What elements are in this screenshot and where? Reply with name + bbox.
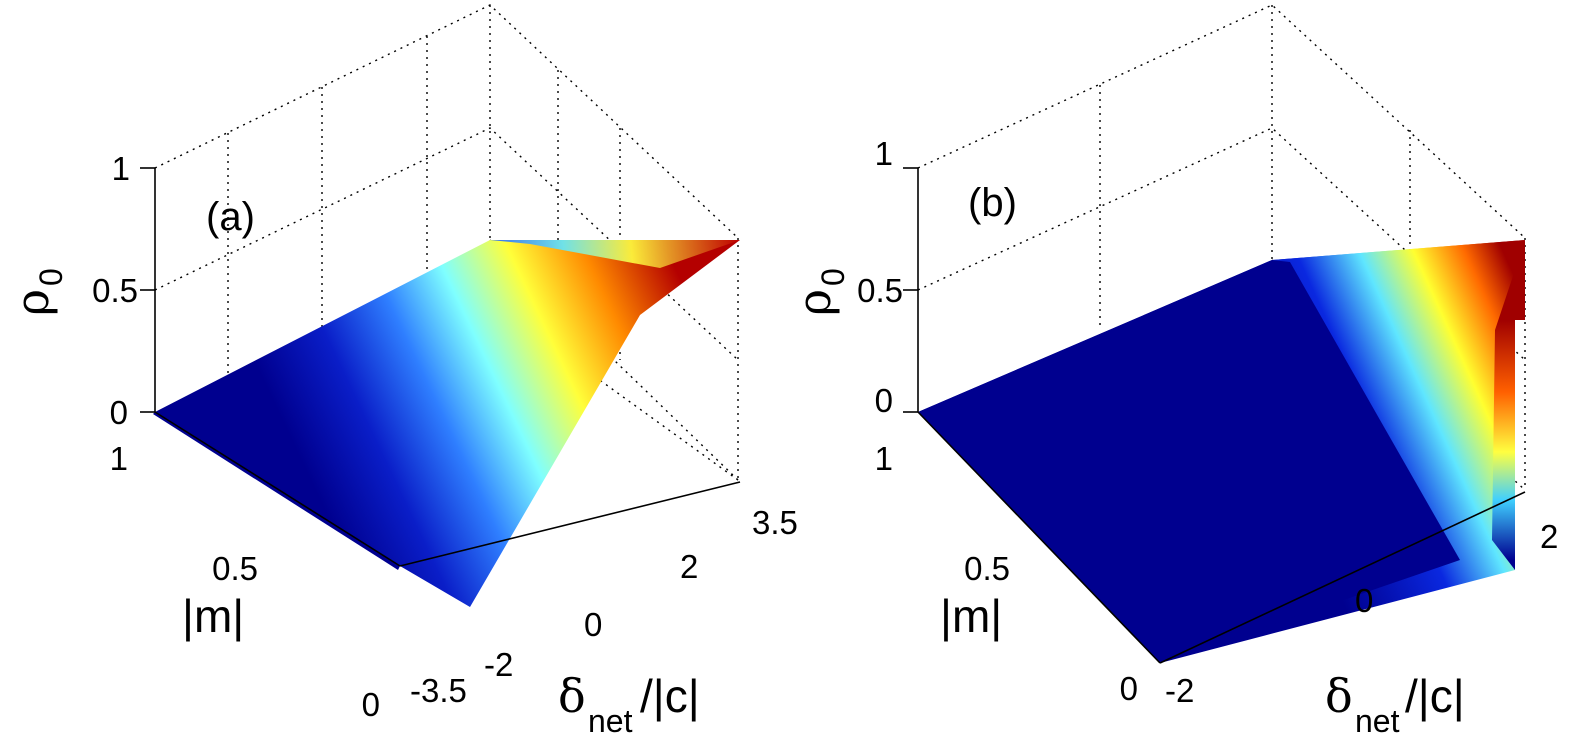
panel-a-xtick-35: 3.5 xyxy=(752,504,798,541)
panel-b-ytick-05: 0.5 xyxy=(964,550,1010,587)
panel-b-ztick-1: 1 xyxy=(875,135,893,172)
panel-a-axes xyxy=(140,167,741,567)
panel-b-surface xyxy=(918,240,1525,663)
panel-b-ztick-0: 0 xyxy=(875,382,893,419)
panel-b-xtick-0: 0 xyxy=(1355,582,1373,619)
panel-a-ztick-0: 0 xyxy=(110,394,128,431)
svg-text:/|c|: /|c| xyxy=(1405,670,1465,722)
panel-b-xtick-2: 2 xyxy=(1540,518,1558,555)
panel-b-ylabel: |m| xyxy=(940,590,1002,642)
panel-a-ytick-05: 0.5 xyxy=(212,550,258,587)
panel-a-xtick-0: 0 xyxy=(584,606,602,643)
svg-text:net: net xyxy=(588,703,633,739)
panel-b-label: (b) xyxy=(968,181,1017,225)
panel-a-xlabel: δ net /|c| xyxy=(558,669,700,739)
panel-b-ztick-05: 0.5 xyxy=(857,272,903,309)
panel-a-ylabel: |m| xyxy=(182,590,244,642)
panel-b-ytick-0: 0 xyxy=(1120,670,1138,707)
panel-b-axes xyxy=(903,167,1526,664)
panel-a-ytick-0: 0 xyxy=(362,686,380,723)
svg-text:0: 0 xyxy=(815,268,851,286)
svg-text:net: net xyxy=(1355,703,1400,739)
panel-b-xtick-m2: -2 xyxy=(1165,672,1194,709)
panel-a-label: (a) xyxy=(206,195,255,239)
svg-text:ρ: ρ xyxy=(5,289,59,316)
panel-a-ztick-1: 1 xyxy=(112,150,130,187)
panel-b-zlabel: ρ 0 xyxy=(787,268,851,316)
panel-b-ytick-1: 1 xyxy=(875,440,893,477)
panel-a-surface xyxy=(153,240,740,607)
panel-a-xtick-m35: -3.5 xyxy=(410,672,467,709)
svg-text:ρ: ρ xyxy=(787,289,841,316)
panel-a-xtick-2: 2 xyxy=(680,548,698,585)
svg-text:/|c|: /|c| xyxy=(640,670,700,722)
svg-text:δ: δ xyxy=(558,669,586,723)
panel-a-ytick-1: 1 xyxy=(110,440,128,477)
panel-a: 1 0.5 0 1 0.5 0 -3.5 -2 0 2 3.5 (a) ρ 0 … xyxy=(5,4,798,739)
panel-a-xtick-m2: -2 xyxy=(484,646,513,683)
panel-a-ztick-05: 0.5 xyxy=(92,272,138,309)
svg-text:0: 0 xyxy=(33,268,69,286)
panel-a-zlabel: ρ 0 xyxy=(5,268,69,316)
panel-b: 1 0.5 0 1 0.5 0 -2 0 2 (b) ρ 0 |m| δ net… xyxy=(787,4,1558,739)
svg-text:δ: δ xyxy=(1325,669,1353,723)
panel-b-xlabel: δ net /|c| xyxy=(1325,669,1465,739)
